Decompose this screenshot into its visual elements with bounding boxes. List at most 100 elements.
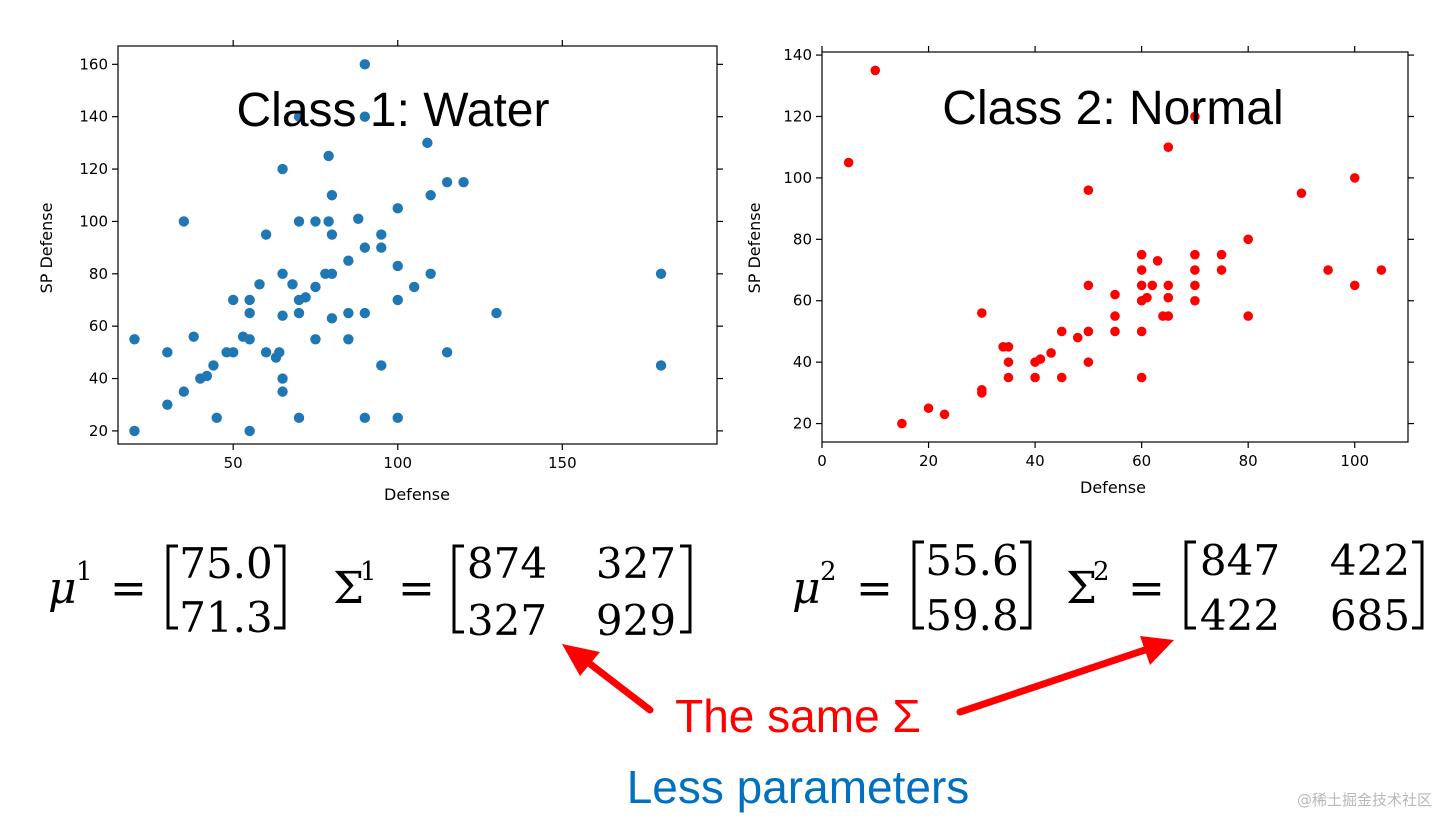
y-tick-label: 20 [793, 415, 812, 433]
chart-normal-title: Class 2: Normal [942, 82, 1283, 135]
y-tick-label: 80 [793, 230, 812, 248]
scatter-point [227, 294, 239, 306]
y-tick-label: 40 [793, 353, 812, 371]
arrow-right [956, 636, 1174, 716]
scatter-point [1003, 357, 1014, 367]
scatter-point [359, 111, 371, 122]
sigma1-bracket-right [680, 544, 692, 634]
scatter-point [244, 294, 255, 306]
formula-sigma1: Σ 1 = 874 327 327 929 [333, 539, 692, 645]
chart-normal-frame [821, 51, 1409, 443]
sigma1-cell-11: 929 [596, 596, 676, 645]
x-tick-label: 40 [1026, 452, 1045, 470]
scatter-point [129, 334, 140, 345]
chart-normal: 20 40 60 80 100 120 140 0 20 40 60 80 100 Class 2: … [745, 46, 1414, 497]
chart-water-ylabel: SP Defense [37, 203, 56, 294]
y-tick-label: 120 [79, 160, 108, 178]
scatter-point [1216, 249, 1227, 260]
scatter-point [1136, 265, 1147, 275]
mu1-equals: = [110, 563, 147, 614]
scatter-point [1147, 280, 1158, 291]
scatter-point [422, 137, 433, 149]
scatter-point [392, 294, 403, 306]
scatter-point [227, 347, 239, 358]
y-tick-label: 20 [89, 422, 108, 440]
mu2-value-bottom: 59.8 [925, 591, 1019, 640]
scatter-point [293, 307, 305, 319]
scatter-point [1136, 372, 1147, 383]
scatter-point [178, 386, 190, 397]
scatter-point [277, 386, 288, 397]
scatter-point [326, 313, 338, 324]
y-tick-label: 100 [79, 212, 108, 230]
scatter-point [1083, 326, 1094, 337]
scatter-point [293, 412, 305, 424]
scatter-point [260, 229, 272, 240]
scatter-point [201, 370, 213, 382]
mu2-superscript: 2 [820, 557, 837, 587]
scatter-point [310, 281, 321, 293]
scatter-point [1243, 311, 1253, 321]
scatter-point [1163, 311, 1174, 321]
scatter-point [1136, 249, 1147, 260]
y-tick-label: 60 [793, 292, 812, 310]
scatter-point [376, 229, 387, 240]
x-tick-label: 60 [1132, 452, 1151, 470]
scatter-point [1190, 265, 1200, 275]
y-tick-label: 120 [783, 107, 812, 125]
scatter-point [441, 347, 453, 358]
scatter-point [188, 331, 199, 342]
scatter-point [310, 334, 321, 345]
scatter-point [1110, 326, 1120, 337]
scatter-point [1152, 256, 1163, 266]
y-tick-label: 160 [79, 55, 108, 73]
sigma1-superscript: 1 [360, 557, 377, 587]
x-tick-label: 80 [1239, 452, 1258, 470]
scatter-point [343, 334, 354, 345]
chart-normal-points [843, 65, 1387, 429]
mu2-symbol: μ [792, 563, 821, 614]
x-tick-label: 150 [548, 454, 577, 472]
scatter-point [359, 307, 371, 319]
sigma2-cell-00: 847 [1200, 536, 1280, 585]
scatter-point [359, 412, 371, 424]
scatter-point [1110, 289, 1120, 300]
scatter-point [310, 216, 321, 227]
chart-normal-x-ticks: 0 20 40 60 80 100 [817, 46, 1369, 470]
scatter-point [1056, 326, 1067, 337]
scatter-point [244, 334, 255, 345]
y-tick-label: 60 [89, 317, 108, 335]
chart-water-y-ticks: 20 40 60 80 100 120 140 160 [79, 55, 723, 440]
scatter-point [1136, 326, 1147, 337]
sigma1-cell-00: 874 [467, 539, 547, 588]
sigma2-bracket-right [1412, 540, 1424, 630]
sigma2-bracket-left [1184, 540, 1196, 630]
x-tick-label: 0 [817, 452, 827, 470]
scatter-point [244, 307, 255, 319]
scatter-point [274, 347, 285, 358]
scatter-point [1190, 249, 1200, 260]
scatter-point [1083, 357, 1094, 367]
mu2-bracket-left [912, 540, 924, 630]
mu1-superscript: 1 [76, 557, 93, 587]
watermark: @稀土掘金技术社区 [1297, 791, 1432, 809]
scatter-point [1072, 332, 1083, 343]
sigma1-symbol: Σ [333, 563, 364, 614]
scatter-point [353, 213, 364, 225]
scatter-point [1046, 348, 1056, 358]
scatter-point [178, 216, 190, 227]
scatter-point [359, 242, 371, 253]
chart-water-xlabel: Defense [384, 485, 450, 504]
chart-water-title: Class 1: Water [237, 84, 550, 137]
scatter-point [1110, 311, 1120, 321]
scatter-point [409, 281, 420, 293]
scatter-point [277, 373, 288, 384]
scatter-point [1190, 280, 1200, 291]
scatter-point [1030, 372, 1040, 383]
sigma2-cell-11: 685 [1330, 591, 1410, 640]
mu1-bracket-left [166, 544, 178, 630]
mu1-value-top: 75.0 [179, 539, 273, 588]
scatter-point [425, 190, 436, 201]
scatter-point [323, 216, 334, 227]
x-tick-label: 100 [1340, 452, 1369, 470]
